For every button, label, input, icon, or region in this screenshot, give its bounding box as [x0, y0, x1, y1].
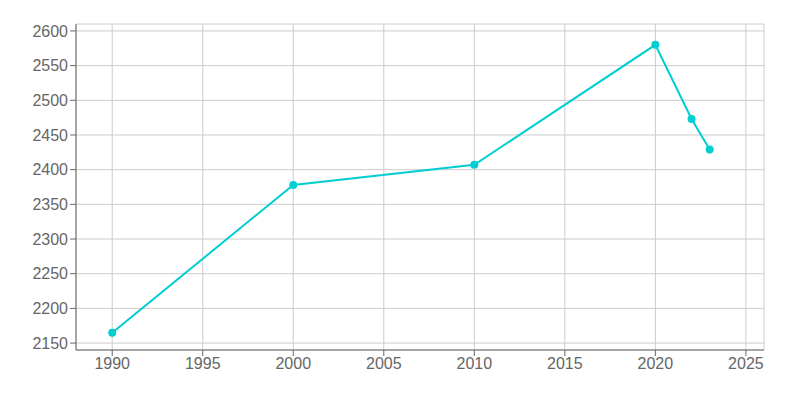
svg-text:2200: 2200	[32, 300, 68, 317]
svg-text:2400: 2400	[32, 161, 68, 178]
svg-text:2015: 2015	[547, 355, 583, 372]
svg-text:2250: 2250	[32, 265, 68, 282]
svg-text:1990: 1990	[94, 355, 130, 372]
svg-text:2450: 2450	[32, 127, 68, 144]
svg-text:2025: 2025	[728, 355, 764, 372]
svg-text:2350: 2350	[32, 196, 68, 213]
svg-text:2150: 2150	[32, 335, 68, 352]
svg-text:1995: 1995	[185, 355, 221, 372]
svg-text:2010: 2010	[457, 355, 493, 372]
svg-text:2600: 2600	[32, 23, 68, 40]
svg-text:2500: 2500	[32, 92, 68, 109]
svg-text:2005: 2005	[366, 355, 402, 372]
svg-text:2300: 2300	[32, 231, 68, 248]
svg-text:2550: 2550	[32, 57, 68, 74]
svg-text:2020: 2020	[638, 355, 674, 372]
svg-text:2000: 2000	[275, 355, 311, 372]
